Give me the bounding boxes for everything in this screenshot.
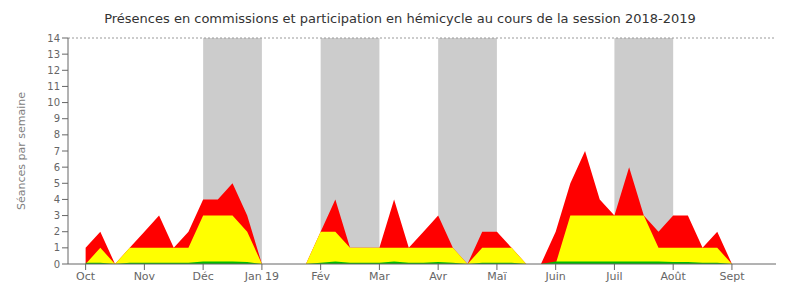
svg-text:Oct: Oct: [76, 270, 96, 283]
svg-text:6: 6: [54, 162, 60, 173]
svg-text:1: 1: [54, 242, 60, 253]
svg-text:5: 5: [54, 178, 60, 189]
svg-text:7: 7: [54, 146, 60, 157]
svg-text:4: 4: [54, 194, 60, 205]
svg-text:12: 12: [47, 65, 60, 76]
svg-text:Déc: Déc: [192, 270, 213, 283]
svg-text:Séances par semaine: Séances par semaine: [15, 92, 28, 210]
svg-text:Juin: Juin: [545, 270, 566, 283]
svg-text:8: 8: [54, 129, 60, 140]
svg-text:Mar: Mar: [369, 270, 390, 283]
svg-text:Juil: Juil: [605, 270, 622, 283]
svg-text:10: 10: [47, 97, 60, 108]
svg-text:14: 14: [47, 33, 60, 44]
svg-text:11: 11: [47, 81, 60, 92]
svg-text:0: 0: [54, 259, 60, 270]
html-text:Présences en commissions et pa: Présences en commissions et participatio…: [104, 11, 696, 26]
svg-text:9: 9: [54, 113, 60, 124]
svg-text:Août: Août: [660, 270, 686, 283]
svg-text:Maï: Maï: [487, 270, 507, 283]
svg-text:Sept: Sept: [719, 270, 745, 283]
svg-text:Nov: Nov: [134, 270, 156, 283]
svg-text:Avr: Avr: [429, 270, 447, 283]
svg-text:Fév: Fév: [311, 270, 330, 283]
svg-text:Jan 19: Jan 19: [244, 270, 279, 283]
svg-text:13: 13: [47, 49, 60, 60]
svg-text:2: 2: [54, 226, 60, 237]
svg-text:3: 3: [54, 210, 60, 221]
